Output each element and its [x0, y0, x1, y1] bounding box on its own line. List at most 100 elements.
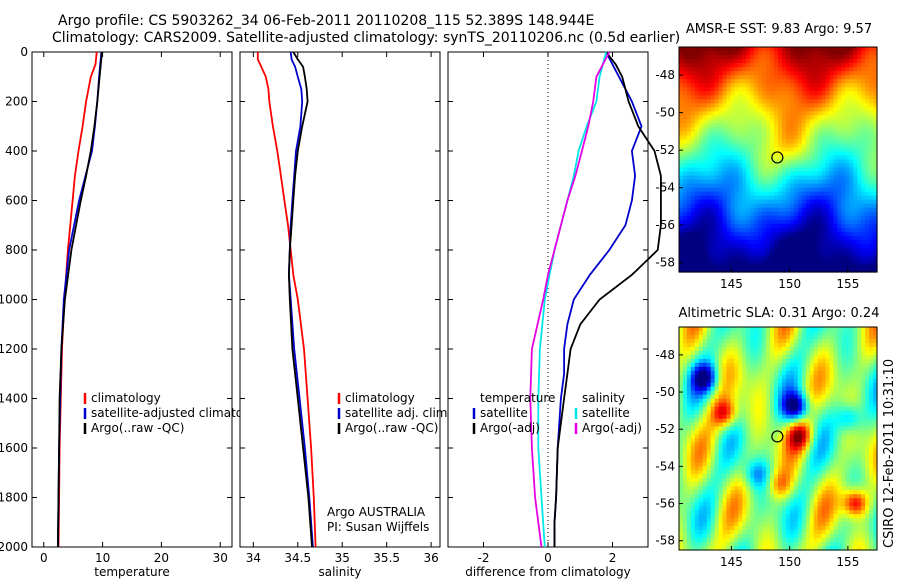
map-cell	[702, 47, 708, 52]
map-cell	[789, 514, 795, 519]
map-cell	[809, 366, 815, 372]
map-cell	[758, 203, 763, 209]
map-cell	[813, 330, 819, 336]
map-cell	[706, 143, 712, 149]
map-cell	[718, 434, 724, 440]
map-cell	[778, 494, 783, 499]
map-cell	[785, 235, 791, 241]
map-cell	[857, 163, 862, 169]
map-cell	[746, 446, 751, 452]
map-cell	[781, 67, 787, 72]
map-cell	[742, 219, 747, 225]
map-cell	[797, 143, 803, 149]
map-cell	[758, 390, 763, 396]
x-tick-label: 10	[95, 551, 110, 565]
map-cell	[734, 267, 739, 273]
map-cell	[809, 506, 815, 511]
map-cell	[679, 55, 684, 60]
map-cell	[781, 506, 787, 511]
map-cell	[809, 63, 815, 68]
map-cell	[690, 454, 696, 460]
map-cell	[770, 470, 775, 475]
map-cell	[821, 259, 827, 265]
map-cell	[845, 143, 850, 149]
map-cell	[722, 199, 728, 205]
map-cell	[813, 490, 819, 495]
map-cell	[762, 450, 767, 456]
map-cell	[861, 167, 866, 173]
map-cell	[730, 334, 736, 340]
map-cell	[869, 123, 874, 128]
map-cell	[702, 434, 708, 440]
map-cell	[726, 191, 732, 197]
map-cell	[754, 47, 759, 52]
map-cell	[758, 131, 763, 136]
map-cell	[702, 179, 708, 185]
map-cell	[813, 334, 819, 340]
map-cell	[694, 390, 700, 396]
map-cell	[750, 83, 755, 88]
map-cell	[762, 131, 767, 136]
map-cell	[682, 534, 688, 539]
map-cell	[813, 546, 819, 551]
map-cell	[793, 159, 799, 165]
map-cell	[793, 83, 799, 88]
map-cell	[758, 458, 763, 463]
map-cell	[785, 179, 791, 185]
map-cell	[774, 422, 779, 428]
map-cell	[694, 406, 700, 412]
map-cell	[754, 518, 759, 523]
map-cell	[746, 111, 751, 116]
map-cell	[869, 199, 874, 205]
map-cell	[730, 259, 736, 265]
map-cell	[766, 450, 771, 456]
map-cell	[774, 346, 779, 352]
map-cell	[702, 211, 708, 217]
map-cell	[702, 342, 708, 348]
map-cell	[770, 510, 775, 515]
map-cell	[789, 151, 795, 157]
map-cell	[873, 47, 878, 52]
map-cell	[813, 151, 819, 157]
map-cell	[825, 143, 831, 149]
map-cell	[785, 466, 791, 471]
map-cell	[774, 63, 779, 68]
map-cell	[781, 422, 787, 428]
map-cell	[789, 59, 795, 64]
map-cell	[722, 458, 728, 463]
map-cell	[813, 147, 819, 153]
map-cell	[809, 342, 815, 348]
map-cell	[718, 327, 724, 332]
map-cell	[813, 362, 819, 368]
map-cell	[762, 231, 767, 237]
map-cell	[762, 139, 767, 145]
map-cell	[781, 215, 787, 221]
map-cell	[809, 466, 815, 471]
map-cell	[686, 350, 692, 356]
map-cell	[766, 123, 771, 128]
map-cell	[714, 458, 720, 463]
map-cell	[754, 458, 759, 463]
map-cell	[679, 490, 684, 495]
map-cell	[679, 59, 684, 64]
map-cell	[710, 151, 716, 157]
map-cell	[702, 442, 708, 448]
map-cell	[746, 386, 751, 392]
map-cell	[797, 119, 803, 124]
map-cell	[726, 187, 732, 193]
map-cell	[726, 195, 732, 201]
map-cell	[698, 251, 704, 257]
map-cell	[766, 378, 771, 384]
map-cell	[758, 330, 763, 336]
map-cell	[813, 203, 819, 209]
map-cell	[869, 87, 874, 92]
map-cell	[774, 470, 779, 475]
map-cell	[754, 502, 759, 507]
map-cell	[809, 211, 815, 217]
map-cell	[774, 131, 779, 136]
map-cell	[809, 107, 815, 112]
map-cell	[789, 231, 795, 237]
map-cell	[750, 434, 755, 440]
map-cell	[853, 115, 858, 120]
map-cell	[706, 163, 712, 169]
